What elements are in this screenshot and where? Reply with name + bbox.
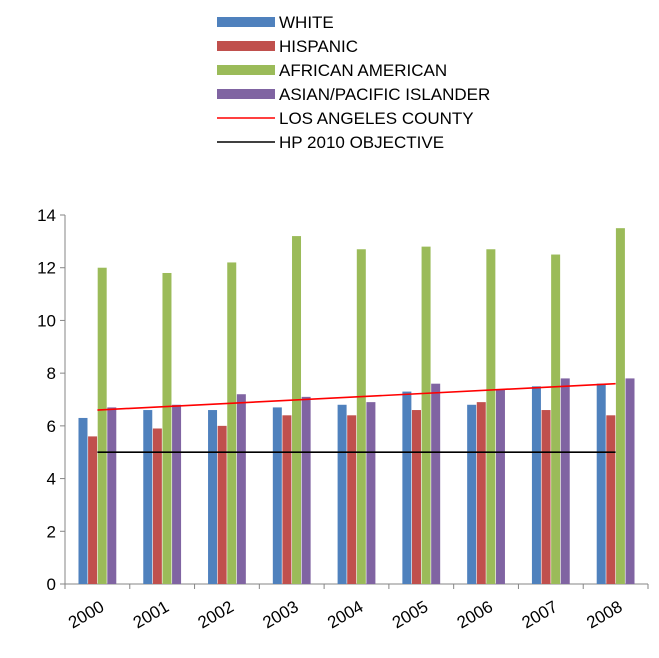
- bar: [347, 415, 357, 584]
- bar: [541, 410, 551, 584]
- legend-label: HISPANIC: [279, 37, 358, 56]
- bar: [356, 249, 366, 584]
- bar: [301, 396, 311, 584]
- bar: [431, 383, 441, 584]
- legend-label: ASIAN/PACIFIC ISLANDER: [279, 85, 490, 104]
- legend-label: WHITE: [279, 13, 334, 32]
- bars: [78, 228, 635, 585]
- bar: [596, 383, 606, 584]
- y-tick-label: 2: [47, 522, 56, 541]
- legend-label: HP 2010 OBJECTIVE: [279, 133, 444, 152]
- legend-swatch: [217, 89, 275, 99]
- bar: [208, 410, 218, 584]
- bar: [531, 386, 541, 584]
- y-tick-label: 4: [47, 470, 56, 489]
- x-tick-label: 2003: [259, 597, 301, 632]
- legend-swatch: [217, 41, 275, 51]
- bar: [143, 410, 153, 584]
- bar: [366, 402, 376, 584]
- legend-label: AFRICAN AMERICAN: [279, 61, 447, 80]
- bar: [217, 425, 227, 584]
- x-axis: 2000 2001 2002 2003 2004 2005 2006 2007 2008: [64, 583, 649, 632]
- y-tick-label: 0: [47, 575, 56, 594]
- bar: [107, 407, 117, 584]
- legend-swatch: [217, 65, 275, 75]
- legend: WHITE HISPANIC AFRICAN AMERICAN ASIAN/PACIF…: [217, 13, 490, 152]
- bar: [236, 394, 246, 584]
- reference-lines: [97, 382, 616, 454]
- x-tick-label: 2007: [519, 597, 561, 632]
- x-tick-label: 2004: [324, 597, 366, 632]
- bar: [227, 262, 237, 584]
- bar: [88, 436, 98, 584]
- reference-line: [97, 382, 616, 411]
- bar: [551, 254, 561, 585]
- bar: [476, 402, 486, 584]
- bar: [411, 410, 421, 584]
- bar: [606, 415, 616, 584]
- bar: [152, 428, 162, 584]
- x-tick-label: 2002: [195, 597, 237, 632]
- bar: [292, 236, 302, 585]
- x-tick-label: 2006: [454, 597, 496, 632]
- legend-swatch: [217, 17, 275, 27]
- y-tick-label: 12: [37, 259, 56, 278]
- legend-label: LOS ANGELES COUNTY: [279, 109, 474, 128]
- bar: [162, 272, 172, 584]
- y-axis: 0 2 4 6 8 10 12 14: [37, 206, 66, 594]
- x-tick-label: 2005: [389, 597, 431, 632]
- bar: [402, 391, 412, 584]
- x-tick-label: 2008: [583, 597, 625, 632]
- bar: [467, 404, 477, 584]
- bar: [272, 407, 282, 584]
- y-tick-label: 14: [37, 206, 56, 225]
- bar: [495, 388, 505, 584]
- bar: [97, 267, 107, 584]
- x-tick-label: 2001: [130, 597, 172, 632]
- y-tick-label: 8: [47, 364, 56, 383]
- bar: [282, 415, 292, 584]
- bar: [172, 404, 182, 584]
- bar: [625, 378, 635, 584]
- bar: [78, 417, 88, 584]
- x-tick-label: 2000: [65, 597, 107, 632]
- bar: [486, 249, 496, 584]
- bar: [421, 246, 431, 584]
- y-tick-label: 6: [47, 417, 56, 436]
- bar: [337, 404, 347, 584]
- bar: [560, 378, 570, 584]
- y-tick-label: 10: [37, 311, 56, 330]
- bar: [615, 228, 625, 584]
